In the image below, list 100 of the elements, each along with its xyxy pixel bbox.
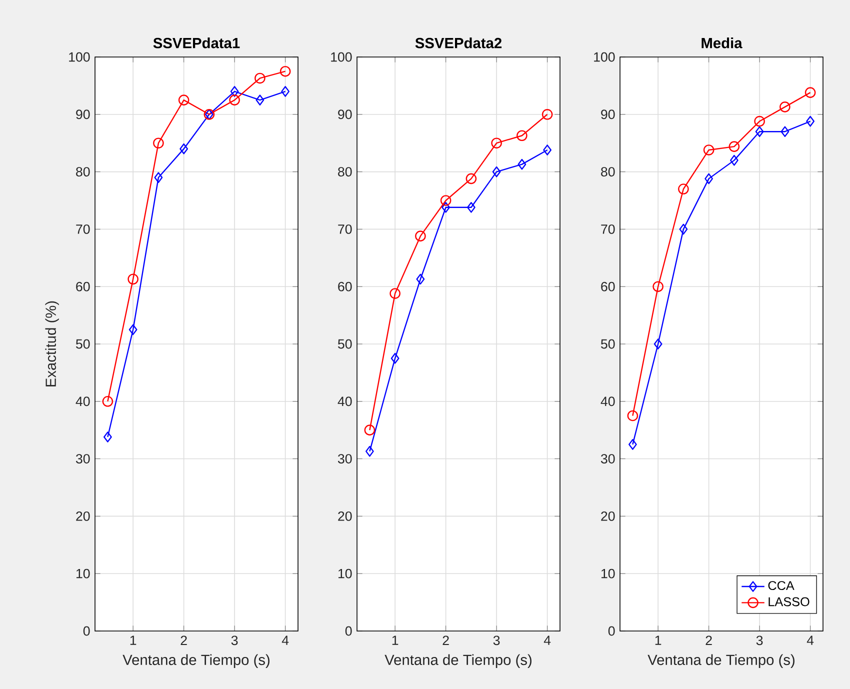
x-tick-label: 1: [655, 636, 662, 645]
point: [780, 126, 790, 138]
x-tick-label: 4: [544, 636, 551, 645]
y-tick-label: 20: [601, 511, 615, 521]
y-tick-label: 60: [76, 282, 90, 292]
point: [103, 432, 112, 442]
y-tick-label: 50: [338, 339, 352, 349]
point: [628, 439, 637, 450]
point: [678, 184, 689, 194]
x-axis-title: Ventana de Tiempo (s): [122, 654, 270, 668]
x-tick-label: 1: [130, 636, 136, 645]
point: [627, 410, 638, 422]
point: [492, 166, 501, 178]
point: [280, 66, 291, 77]
y-tick-label: 70: [76, 224, 90, 234]
chart-title: SSVEPdata2: [415, 38, 502, 48]
point: [390, 288, 400, 299]
point: [466, 173, 477, 184]
x-axis-title: Ventana de Tiempo (s): [384, 654, 532, 668]
point: [440, 195, 452, 206]
point: [804, 87, 816, 98]
y-tick-label: 40: [600, 396, 615, 406]
y-tick-label: 50: [76, 339, 90, 349]
x-tick-label: 3: [756, 636, 763, 646]
y-tick-label: 100: [594, 52, 615, 62]
point: [178, 94, 190, 106]
point: [780, 102, 790, 112]
point: [365, 446, 374, 457]
x-tick-label: 4: [806, 636, 814, 645]
y-tick-label: 40: [76, 396, 90, 406]
y-tick-label: 20: [76, 511, 90, 521]
y-tick-label: 90: [338, 110, 352, 120]
y-tick-label: 40: [338, 396, 352, 406]
point: [153, 138, 164, 148]
legend-label: LASSO: [768, 597, 810, 606]
x-tick-label: 3: [231, 636, 238, 646]
y-tick-label: 90: [76, 110, 90, 120]
point: [543, 144, 552, 156]
y-tick-label: 10: [601, 568, 615, 578]
x-tick-label: 4: [282, 636, 289, 645]
y-tick-label: 20: [338, 511, 352, 521]
point: [755, 126, 764, 138]
y-tick-label: 30: [338, 454, 352, 464]
point: [229, 94, 240, 106]
point: [491, 138, 502, 148]
point: [542, 108, 553, 120]
point: [704, 173, 714, 184]
point: [652, 281, 664, 292]
point: [754, 116, 765, 127]
point: [416, 274, 425, 285]
legend-label: CCA: [768, 581, 794, 590]
y-tick-label: 10: [76, 568, 90, 578]
point: [128, 274, 138, 285]
point: [256, 94, 264, 106]
y-tick-label: 90: [601, 110, 615, 120]
point: [364, 424, 376, 436]
y-axis-title: Exactitud (%): [45, 301, 59, 386]
y-tick-label: 30: [76, 454, 90, 464]
y-tick-label: 60: [338, 282, 352, 292]
x-tick-label: 3: [493, 636, 500, 646]
y-tick-label: 60: [601, 282, 615, 292]
point: [281, 86, 290, 97]
point: [415, 230, 426, 242]
y-tick-label: 80: [601, 167, 615, 177]
point: [654, 338, 662, 350]
y-tick-label: 100: [69, 52, 90, 62]
point: [730, 154, 738, 166]
point: [516, 130, 528, 142]
point: [466, 202, 476, 213]
point: [128, 324, 138, 336]
point: [728, 141, 740, 152]
y-tick-label: 50: [601, 339, 615, 349]
y-tick-label: 70: [338, 224, 352, 234]
y-tick-label: 0: [83, 626, 90, 636]
chart-title: SSVEPdata1: [153, 38, 240, 48]
point: [154, 172, 163, 183]
x-tick-label: 1: [392, 636, 398, 645]
x-tick-label: 2: [706, 636, 712, 646]
chart-title: Media: [702, 38, 742, 48]
point: [180, 143, 188, 154]
x-axis-title: Ventana de Tiempo (s): [648, 654, 794, 668]
y-tick-label: 80: [76, 167, 90, 177]
point: [390, 352, 400, 364]
y-tick-label: 80: [338, 167, 352, 177]
y-tick-label: 0: [345, 626, 352, 636]
y-tick-label: 100: [331, 52, 352, 62]
y-tick-label: 0: [608, 626, 615, 636]
point: [102, 396, 114, 407]
y-tick-label: 30: [600, 454, 615, 464]
x-tick-label: 2: [180, 636, 187, 646]
point: [806, 116, 815, 127]
point: [254, 72, 266, 84]
point: [703, 144, 714, 156]
point: [230, 86, 239, 97]
point: [518, 158, 526, 170]
y-tick-label: 70: [601, 224, 615, 234]
y-tick-label: 10: [338, 568, 352, 578]
point: [442, 202, 450, 213]
x-tick-label: 2: [442, 636, 449, 646]
point: [679, 224, 688, 235]
